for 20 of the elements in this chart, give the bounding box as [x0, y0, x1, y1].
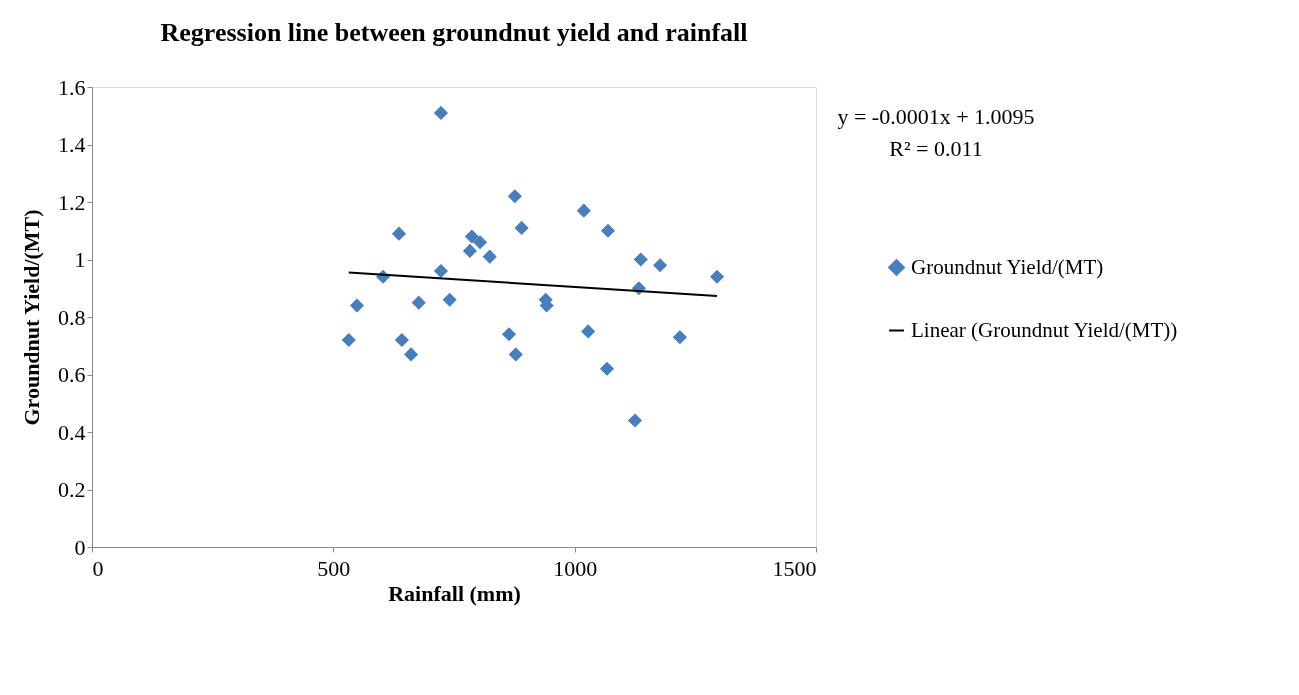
y-tick-label: 1.4 — [58, 132, 86, 157]
text: R² = 0.011 — [889, 136, 983, 161]
chart-title: Regression line between groundnut yield and rainfall — [160, 18, 748, 47]
y-tick-label: 0.4 — [58, 419, 86, 445]
y-tick-label: 0.6 — [58, 362, 86, 387]
y-tick-label: 0 — [74, 534, 86, 560]
y-tick-label: 0.8 — [58, 304, 86, 330]
x-tick-label: 0 — [92, 555, 104, 581]
x-tick-label: 1000 — [553, 555, 598, 581]
text: y = -0.0001x + 1.0095 — [837, 104, 1035, 129]
legend-label: Groundnut Yield/(MT) — [911, 254, 1104, 279]
y-tick-label: 1.6 — [58, 74, 86, 100]
y-tick-label: 1 — [74, 247, 86, 272]
y-tick-label: 0.2 — [58, 477, 86, 502]
x-tick-label: 500 — [317, 555, 351, 581]
legend-label: Linear (Groundnut Yield/(MT)) — [911, 317, 1178, 342]
y-tick-label: 1.2 — [58, 189, 86, 215]
y-axis-title: Groundnut Yield/(MT) — [19, 209, 44, 426]
x-tick-label: 1500 — [772, 555, 817, 581]
x-axis-title: Rainfall (mm) — [388, 580, 521, 606]
